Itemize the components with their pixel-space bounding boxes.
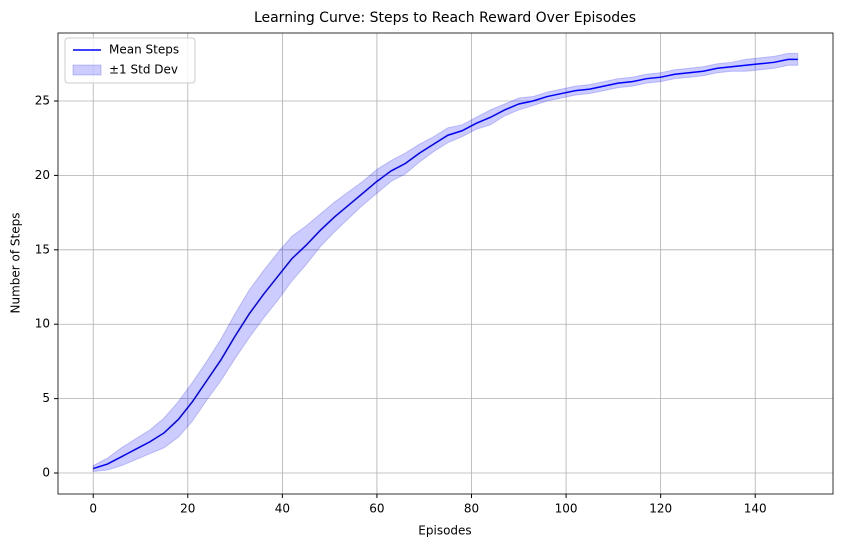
y-tick-label: 15 <box>35 242 50 256</box>
y-tick-label: 5 <box>42 391 50 405</box>
y-tick-label: 20 <box>35 168 50 182</box>
x-tick-label: 140 <box>744 502 767 516</box>
x-tick-label: 80 <box>464 502 479 516</box>
x-tick-label: 60 <box>369 502 384 516</box>
y-tick-label: 25 <box>35 94 50 108</box>
legend-label: Mean Steps <box>109 43 179 57</box>
chart-title: Learning Curve: Steps to Reach Reward Ov… <box>254 10 636 26</box>
y-tick-label: 0 <box>42 466 50 480</box>
y-tick-label: 10 <box>35 317 50 331</box>
x-tick-label: 100 <box>555 502 578 516</box>
std-band <box>92 52 799 473</box>
x-tick-label: 0 <box>89 502 97 516</box>
plot-frame <box>57 32 834 495</box>
x-tick-label: 40 <box>275 502 290 516</box>
x-tick-label: 120 <box>649 502 672 516</box>
legend-label: ±1 Std Dev <box>109 63 178 77</box>
x-tick-label: 20 <box>180 502 195 516</box>
x-axis-label: Episodes <box>418 524 471 538</box>
y-axis-label: Number of Steps <box>9 213 23 314</box>
legend-patch <box>72 64 102 76</box>
mean-line <box>93 58 798 470</box>
